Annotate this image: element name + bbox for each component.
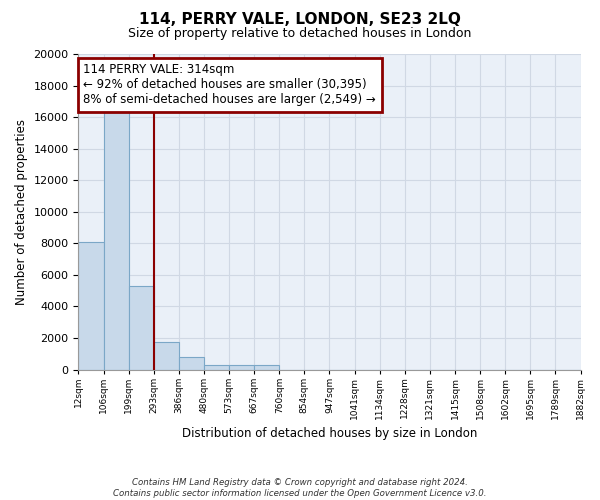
X-axis label: Distribution of detached houses by size in London: Distribution of detached houses by size … — [182, 427, 477, 440]
Bar — [179, 357, 204, 370]
Text: 114 PERRY VALE: 314sqm
← 92% of detached houses are smaller (30,395)
8% of semi-: 114 PERRY VALE: 314sqm ← 92% of detached… — [83, 64, 376, 106]
Text: 114, PERRY VALE, LONDON, SE23 2LQ: 114, PERRY VALE, LONDON, SE23 2LQ — [139, 12, 461, 28]
Bar — [254, 366, 279, 370]
Bar — [128, 286, 154, 370]
Text: Contains HM Land Registry data © Crown copyright and database right 2024.
Contai: Contains HM Land Registry data © Crown c… — [113, 478, 487, 498]
Y-axis label: Number of detached properties: Number of detached properties — [15, 119, 28, 305]
Text: Size of property relative to detached houses in London: Size of property relative to detached ho… — [128, 28, 472, 40]
Bar — [204, 365, 229, 370]
Bar — [229, 365, 254, 370]
Bar — [104, 108, 128, 370]
Bar — [79, 242, 104, 370]
Bar — [154, 342, 179, 369]
